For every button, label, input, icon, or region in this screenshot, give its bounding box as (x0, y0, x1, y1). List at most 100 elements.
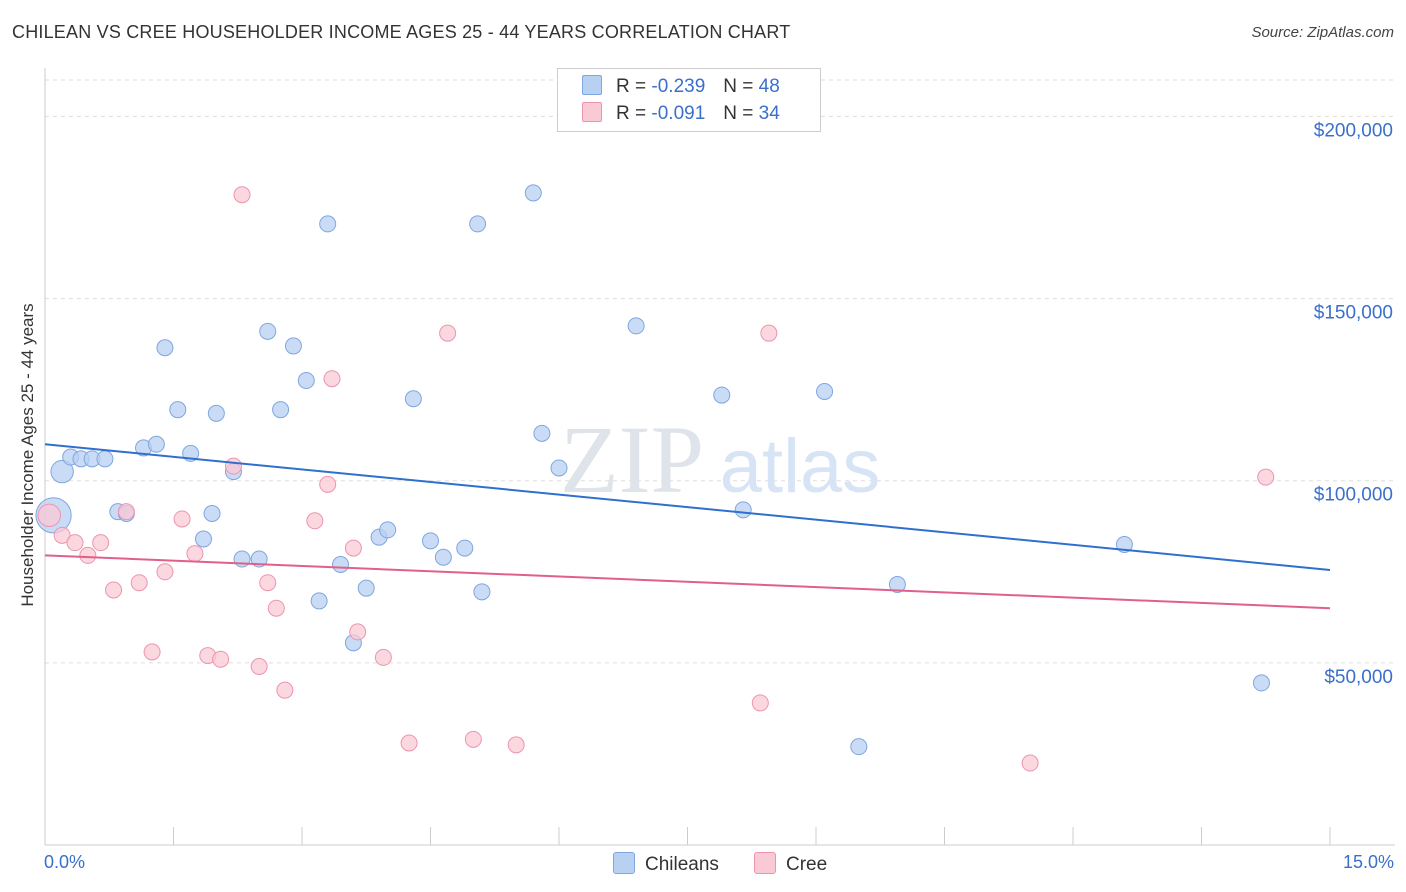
bottom-legend-chileans: Chileans (613, 852, 719, 876)
data-point (117, 503, 135, 521)
legend-r-label: R = (616, 103, 647, 124)
data-point (734, 501, 752, 519)
data-point (79, 546, 97, 564)
data-point (259, 574, 277, 592)
trend-line (44, 554, 1331, 610)
x-tick-label-min: 0.0% (44, 852, 86, 872)
gridlines (45, 79, 1395, 664)
watermark-atlas: atlas (720, 424, 881, 509)
x-tick-label-max: 15.0% (1342, 852, 1394, 872)
source-credit: Source: ZipAtlas.com (1251, 24, 1394, 41)
trend-line (44, 443, 1331, 571)
legend-r-label: R = (616, 76, 647, 97)
data-point (212, 650, 230, 668)
legend-swatch-cree (582, 102, 602, 122)
data-point (374, 648, 392, 666)
data-point (434, 548, 452, 566)
data-points (35, 184, 1275, 772)
data-point (751, 694, 769, 712)
data-point (816, 382, 834, 400)
data-point (524, 184, 542, 202)
data-point (105, 581, 123, 599)
y-tick-label: $100,000 (1314, 485, 1393, 506)
data-point (439, 324, 457, 342)
data-point (422, 532, 439, 550)
data-point (130, 574, 148, 592)
data-point (173, 510, 191, 528)
legend-row-cree: R = -0.091 N = 34 (582, 102, 780, 128)
trend-lines (44, 443, 1331, 610)
data-point (404, 390, 422, 408)
legend-n-value: 34 (758, 103, 780, 124)
y-axis-label: Householder Income Ages 25 - 44 years (18, 303, 37, 607)
data-point (50, 459, 74, 484)
data-point (156, 339, 174, 357)
data-point (297, 372, 315, 390)
bottom-legend-cree: Cree (754, 852, 827, 876)
data-point (207, 404, 225, 422)
data-point (169, 401, 187, 419)
data-point (332, 556, 350, 573)
data-point (310, 592, 328, 610)
legend-r-value: -0.091 (651, 103, 706, 124)
watermark-zip: ZIP (560, 406, 704, 513)
stats-legend: R = -0.239 N = 48 R = -0.091 N = 34 (557, 68, 821, 132)
legend-swatch-chileans (582, 75, 602, 95)
chart-title: CHILEAN VS CREE HOUSEHOLDER INCOME AGES … (12, 22, 791, 42)
data-point (357, 579, 375, 597)
data-point (464, 730, 482, 748)
data-point (319, 475, 337, 493)
data-point (203, 505, 221, 522)
legend-r-value: -0.239 (651, 76, 706, 97)
data-point (92, 534, 110, 552)
y-tick-labels: $50,000 $100,000 $150,000 $200,000 (1314, 120, 1393, 687)
axes (44, 68, 1395, 846)
data-point (233, 186, 251, 204)
data-point (713, 386, 731, 404)
data-point (1257, 468, 1275, 486)
data-point (37, 503, 61, 528)
data-point (850, 738, 868, 756)
legend-n-value: 48 (758, 76, 780, 97)
data-point (888, 576, 906, 594)
data-point (469, 215, 487, 233)
bottom-legend-label: Chileans (645, 854, 719, 875)
data-point (379, 521, 397, 539)
data-point (550, 459, 568, 477)
bottom-legend-swatch-chileans (613, 852, 635, 874)
data-point (186, 545, 204, 563)
data-point (507, 736, 525, 754)
data-point (267, 599, 285, 617)
data-point (760, 324, 778, 342)
data-point (323, 370, 341, 388)
data-point (66, 534, 84, 552)
legend-row-chileans: R = -0.239 N = 48 (582, 75, 780, 101)
y-tick-label: $150,000 (1314, 303, 1393, 324)
data-point (143, 643, 161, 661)
data-point (306, 512, 324, 530)
data-point (147, 435, 165, 453)
data-point (276, 681, 294, 699)
data-point (194, 530, 212, 548)
data-point (400, 734, 418, 752)
data-point (473, 583, 491, 601)
data-point (533, 424, 551, 442)
data-point (250, 658, 268, 675)
y-tick-label: $200,000 (1314, 120, 1393, 141)
data-point (344, 539, 362, 557)
legend-n-label: N = (723, 76, 754, 97)
data-point (1021, 754, 1039, 772)
data-point (1252, 674, 1270, 692)
data-point (224, 457, 242, 475)
y-tick-label: $50,000 (1324, 667, 1393, 688)
data-point (456, 539, 474, 557)
data-point (284, 337, 302, 355)
data-point (272, 401, 290, 419)
data-point (96, 450, 114, 468)
data-point (349, 623, 367, 641)
bottom-legend-label: Cree (786, 854, 828, 875)
data-point (53, 526, 71, 544)
legend-n-label: N = (723, 103, 754, 124)
data-point (319, 215, 337, 233)
